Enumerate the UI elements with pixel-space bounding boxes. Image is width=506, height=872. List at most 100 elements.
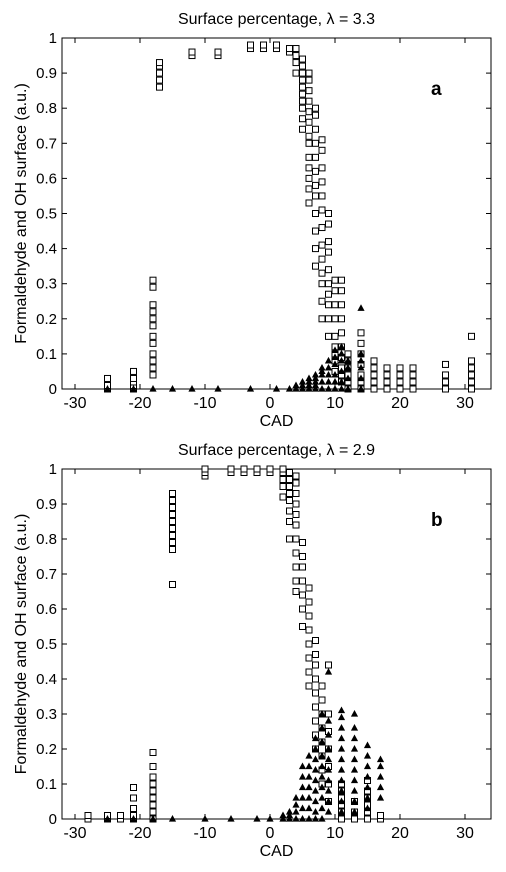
square-marker (318, 269, 326, 277)
square-marker (292, 511, 300, 518)
square-marker (364, 815, 371, 823)
y-tick-label: 1 (49, 461, 57, 478)
square-marker (396, 378, 404, 386)
square-marker (292, 479, 300, 487)
square-marker (305, 132, 313, 140)
triangle-marker (318, 794, 326, 801)
triangle-marker (350, 787, 359, 794)
square-marker (305, 76, 313, 84)
triangle-marker (337, 787, 346, 794)
x-tick-label: -30 (63, 395, 86, 412)
x-tick-label: -30 (63, 825, 86, 842)
triangle-marker (311, 808, 320, 815)
x-tick-label: -10 (193, 825, 216, 842)
square-marker (312, 181, 319, 189)
triangle-marker (337, 342, 346, 350)
plot-frame (61, 468, 492, 820)
square-marker (305, 654, 313, 662)
y-tick-label: 0.1 (36, 346, 57, 363)
square-marker (312, 125, 319, 133)
square-marker (305, 97, 313, 105)
triangle-marker (292, 381, 300, 389)
y-tick-label: 0.8 (36, 531, 57, 548)
triangle-marker (324, 787, 333, 794)
triangle-marker (298, 794, 307, 801)
square-marker (286, 476, 293, 483)
square-marker (312, 262, 319, 270)
triangle-marker (311, 377, 320, 385)
square-marker (305, 87, 313, 95)
square-marker (305, 185, 313, 193)
square-marker (305, 118, 313, 126)
square-marker (312, 675, 319, 683)
triangle-marker (305, 385, 313, 392)
square-marker (240, 465, 248, 473)
triangle-marker (324, 755, 333, 763)
square-marker (279, 483, 287, 490)
square-marker (214, 48, 222, 56)
square-marker (325, 315, 332, 323)
triangle-marker (149, 385, 157, 392)
y-tick-label: 0.4 (36, 671, 57, 688)
square-marker (292, 535, 300, 543)
triangle-marker (103, 385, 112, 392)
triangle-marker (318, 377, 326, 385)
square-marker (299, 69, 306, 77)
square-marker (149, 276, 157, 284)
square-marker (169, 581, 176, 588)
square-marker (312, 139, 319, 147)
square-marker (299, 115, 306, 123)
x-tick-label: 0 (266, 825, 275, 842)
triangle-marker (129, 815, 138, 822)
triangle-marker (324, 385, 333, 392)
square-marker (156, 69, 163, 77)
square-marker (286, 45, 293, 53)
square-marker (130, 794, 137, 802)
square-marker (338, 276, 345, 284)
triangle-marker (311, 787, 320, 794)
square-marker (292, 577, 300, 585)
square-marker (156, 76, 163, 84)
triangle-marker (363, 804, 372, 812)
triangle-marker (292, 801, 300, 808)
triangle-marker (344, 385, 352, 392)
square-marker (292, 59, 300, 67)
square-marker (149, 787, 157, 795)
square-marker (266, 465, 274, 473)
square-marker (299, 76, 306, 84)
y-tick-label: 0.5 (36, 206, 57, 223)
triangle-marker (311, 370, 320, 378)
triangle-marker (305, 794, 313, 801)
square-marker (286, 507, 293, 515)
square-marker (468, 378, 475, 386)
triangle-marker (376, 755, 385, 763)
square-marker (292, 490, 300, 497)
triangle-marker (350, 724, 359, 731)
square-marker (149, 773, 157, 781)
triangle-marker (331, 360, 339, 368)
triangle-marker (311, 374, 320, 382)
triangle-marker (363, 741, 372, 749)
triangle-marker (344, 356, 352, 364)
x-tick-label: -20 (128, 395, 151, 412)
square-marker (149, 364, 157, 372)
square-marker (468, 371, 475, 379)
panel-label: b (431, 510, 443, 531)
square-marker (370, 364, 378, 372)
square-marker (312, 661, 319, 669)
square-marker (169, 539, 176, 546)
y-tick-label: 0.3 (36, 706, 57, 723)
triangle-marker (305, 374, 313, 382)
square-marker (312, 192, 319, 200)
triangle-marker (324, 356, 333, 364)
triangle-marker (298, 385, 307, 392)
triangle-marker (298, 815, 307, 822)
square-marker (299, 104, 306, 112)
square-marker (468, 385, 475, 393)
square-marker (149, 801, 157, 809)
square-marker (286, 469, 293, 476)
triangle-marker (344, 363, 352, 371)
square-marker (279, 493, 287, 501)
square-marker (312, 245, 319, 253)
square-marker (169, 525, 176, 532)
